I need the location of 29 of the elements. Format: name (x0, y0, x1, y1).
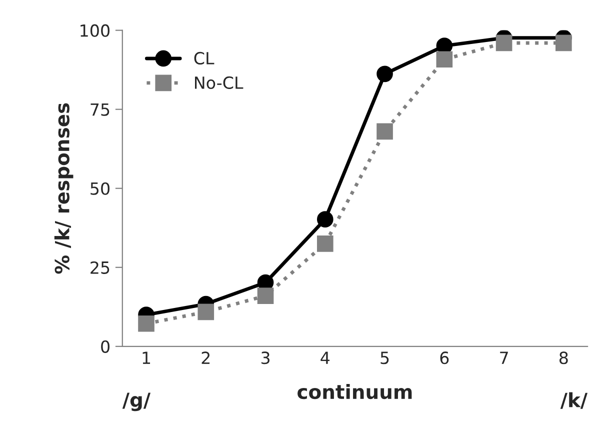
x-tick-label: 2 (202, 352, 210, 364)
x-tick-label: 6 (440, 352, 449, 364)
point (138, 315, 154, 332)
point (556, 34, 572, 52)
point (496, 34, 512, 52)
point (257, 288, 274, 304)
x-tick-label: 8 (559, 352, 568, 364)
legend-label: No-CL (195, 76, 244, 89)
y-axis-title: % /k/ responses (54, 103, 74, 274)
y-tick-label: 25 (90, 261, 110, 274)
y-tick-label: 100 (80, 24, 110, 37)
text: /k/ (560, 392, 588, 409)
point (376, 66, 393, 82)
text: /g/ (122, 392, 151, 412)
x-tick-label: 4 (320, 352, 330, 364)
x-tick-label: 5 (380, 352, 389, 364)
x-tick-label: 1 (142, 352, 150, 364)
x-tick-label: 3 (261, 352, 270, 364)
x-tick-label: 7 (500, 352, 508, 364)
point (316, 236, 334, 252)
point (198, 304, 214, 320)
point (376, 123, 393, 140)
y-tick-label: 75 (90, 104, 110, 116)
y-tick-label: 0 (101, 340, 110, 353)
point (316, 211, 334, 228)
point (436, 51, 453, 68)
legend-label: CL (194, 52, 214, 65)
x-axis-title: continuum (298, 384, 412, 400)
y-tick-label: 50 (90, 182, 110, 195)
